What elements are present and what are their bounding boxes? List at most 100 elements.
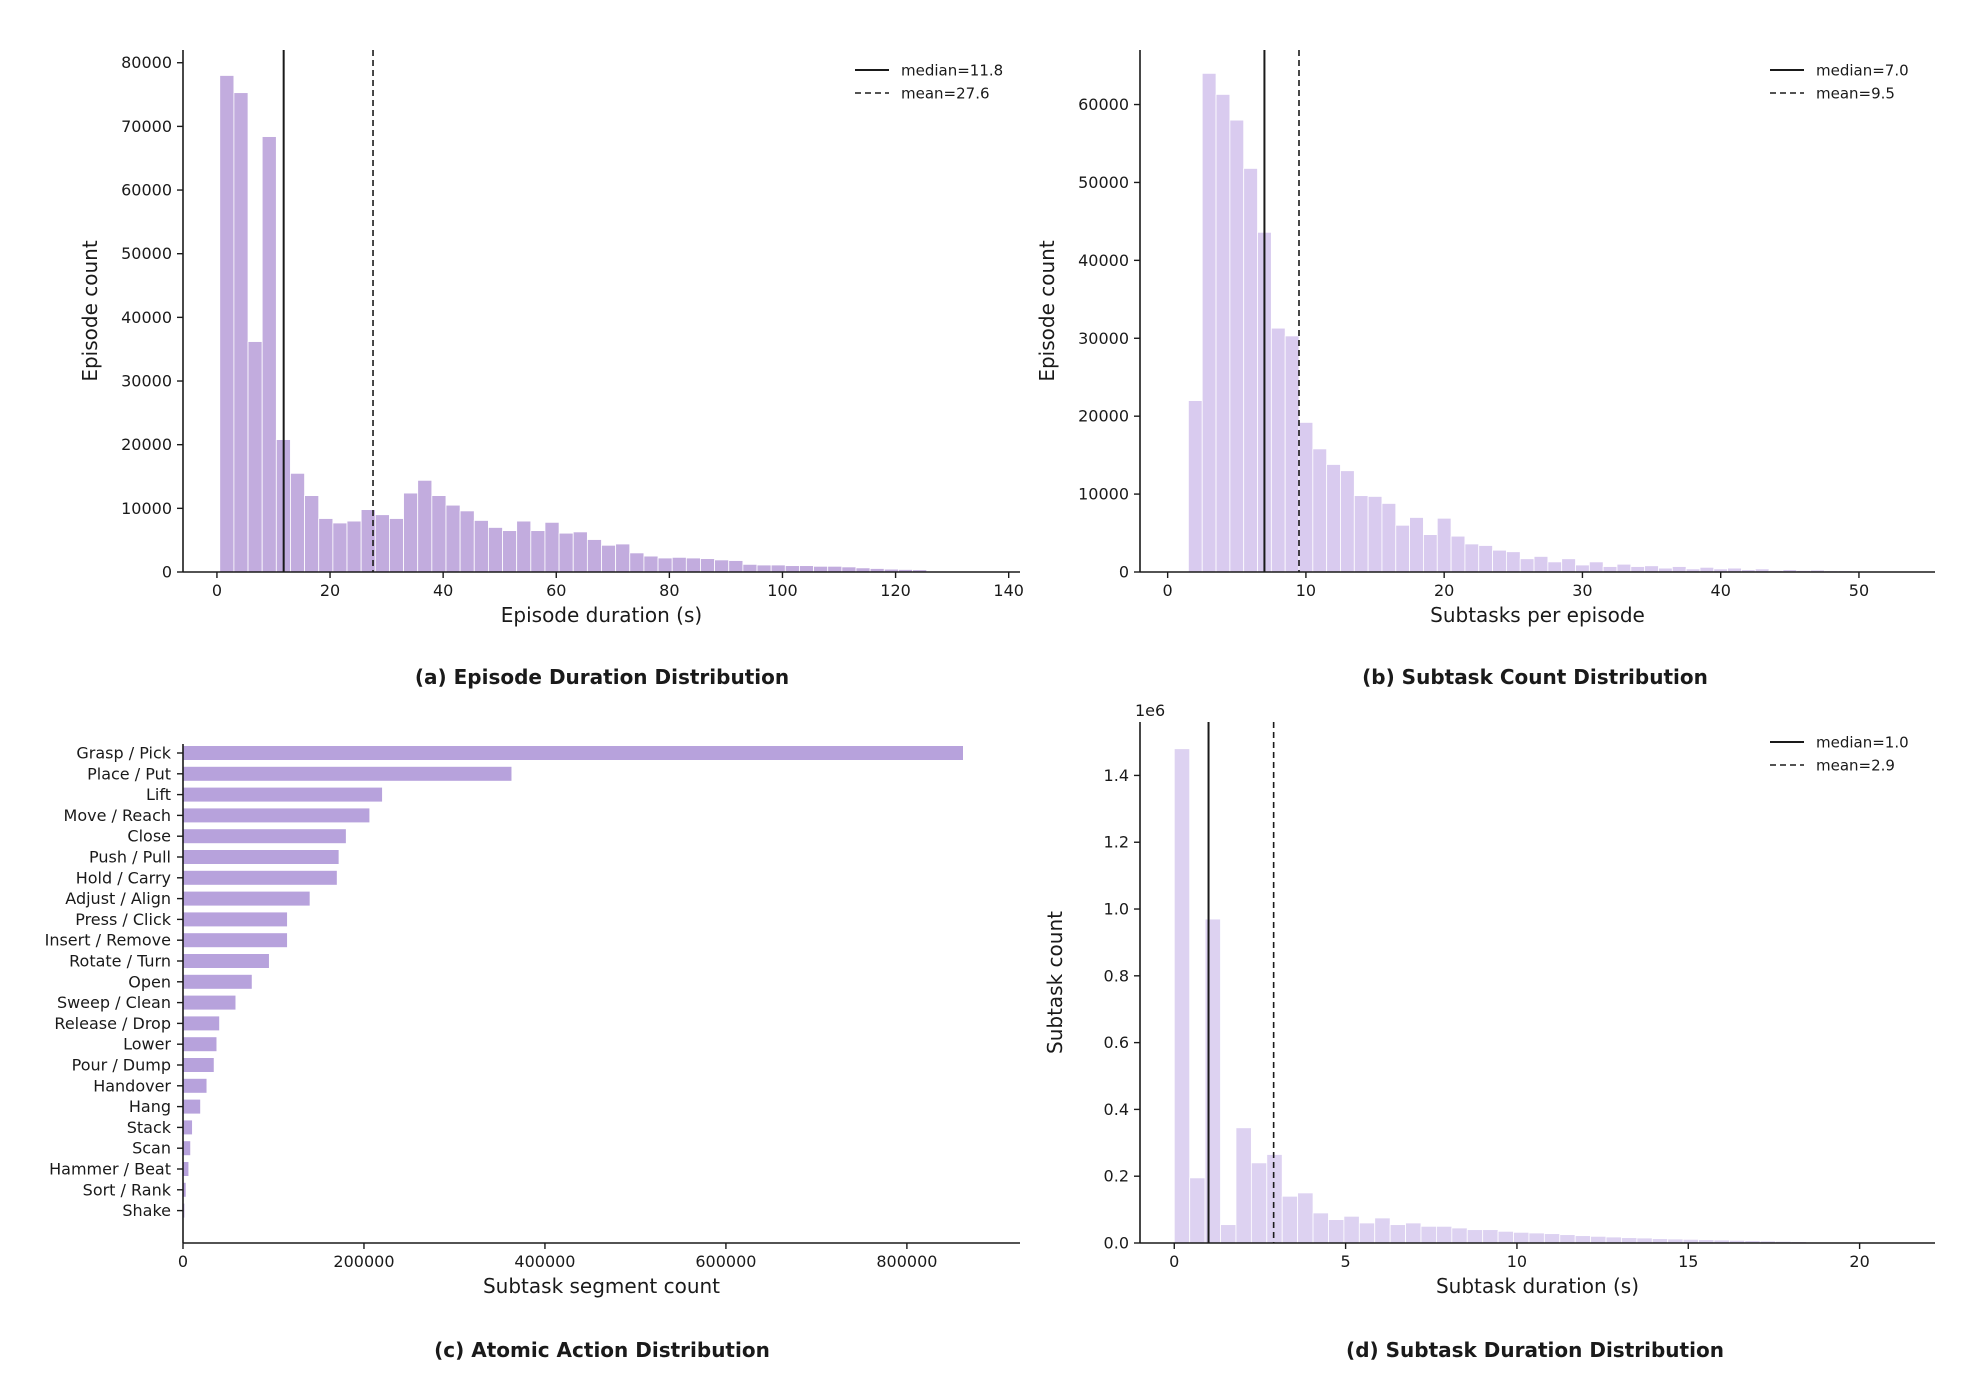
histogram-bar bbox=[502, 530, 518, 573]
category-label: Sort / Rank bbox=[83, 1180, 172, 1199]
histogram-bar bbox=[728, 560, 744, 573]
histogram-bar bbox=[756, 564, 772, 573]
category-label: Close bbox=[127, 827, 171, 846]
histogram-bar bbox=[700, 558, 716, 573]
histogram-bar bbox=[417, 479, 433, 573]
histogram-bar bbox=[1436, 517, 1452, 573]
histogram-bar bbox=[1243, 168, 1258, 573]
action-bar bbox=[183, 891, 310, 906]
histogram-bar bbox=[544, 521, 560, 573]
category-label: Move / Reach bbox=[64, 806, 171, 825]
histogram-bar bbox=[629, 552, 645, 573]
action-bar bbox=[183, 808, 370, 823]
histogram-bar bbox=[290, 472, 305, 573]
legend-mean-label-a: mean=27.6 bbox=[901, 85, 990, 103]
category-label: Shake bbox=[122, 1201, 171, 1220]
histogram-bar bbox=[1451, 1227, 1468, 1244]
histogram-bar bbox=[516, 520, 532, 573]
histogram-bar bbox=[1187, 400, 1203, 573]
histogram-bar bbox=[1297, 1192, 1314, 1244]
category-label: Adjust / Align bbox=[65, 889, 171, 908]
category-label: Place / Put bbox=[87, 764, 171, 783]
histogram-bar bbox=[657, 557, 673, 573]
y-tick-label-a: 80000 bbox=[121, 53, 172, 72]
histogram-bar bbox=[1574, 1235, 1592, 1244]
x-tick-label-a: 60 bbox=[546, 581, 566, 600]
y-tick-label-d: 0.2 bbox=[1104, 1167, 1129, 1186]
x-tick-label-b: 20 bbox=[1434, 581, 1454, 600]
y-tick-label-d: 0.8 bbox=[1104, 966, 1129, 985]
action-bar bbox=[183, 850, 339, 864]
histogram-bar bbox=[1395, 524, 1411, 573]
histogram-bar bbox=[1235, 1127, 1252, 1244]
y-tick-label-b: 10000 bbox=[1078, 485, 1129, 504]
y-tick-label-d: 1.0 bbox=[1104, 900, 1129, 919]
action-bar bbox=[183, 1037, 217, 1052]
histogram-bar bbox=[1466, 1229, 1484, 1244]
histogram-bar bbox=[1543, 1233, 1561, 1244]
histogram-bar bbox=[1409, 517, 1424, 573]
histogram-bar bbox=[233, 92, 249, 573]
legend-median-label-d: median=1.0 bbox=[1816, 734, 1909, 752]
histogram-bar bbox=[459, 510, 475, 573]
histogram-bar bbox=[346, 520, 362, 573]
histogram-bar bbox=[770, 564, 786, 573]
category-label: Scan bbox=[132, 1139, 171, 1158]
bars-a bbox=[219, 75, 928, 573]
category-label: Grasp / Pick bbox=[76, 744, 171, 763]
histogram-bar bbox=[827, 565, 843, 573]
x-tick-label-d: 10 bbox=[1507, 1252, 1527, 1271]
histogram-bar bbox=[1189, 1177, 1206, 1244]
histogram-bar bbox=[1201, 72, 1217, 573]
x-tick-label-a: 140 bbox=[993, 581, 1024, 600]
y-tick-label-d: 0.0 bbox=[1104, 1234, 1129, 1253]
histogram-bar bbox=[1519, 558, 1535, 573]
panel-caption-c: (c) Atomic Action Distribution bbox=[434, 1338, 770, 1362]
histogram-bar bbox=[1605, 1236, 1622, 1244]
y-tick-label-a: 10000 bbox=[121, 499, 172, 518]
histogram-bar bbox=[1284, 335, 1300, 573]
histogram-bar bbox=[586, 539, 602, 573]
histogram-bar bbox=[558, 532, 574, 573]
histogram-bar bbox=[403, 492, 419, 573]
category-label: Open bbox=[128, 972, 171, 991]
histogram-bar bbox=[1602, 566, 1618, 573]
action-bar bbox=[183, 912, 288, 927]
y-tick-label-d: 1.2 bbox=[1104, 833, 1129, 852]
action-bar bbox=[183, 1016, 220, 1031]
histogram-bar bbox=[1575, 564, 1590, 573]
action-bar bbox=[183, 933, 288, 948]
histogram-bar bbox=[1281, 1195, 1299, 1244]
y-tick-label-b: 50000 bbox=[1078, 173, 1129, 192]
histogram-bar bbox=[1374, 1217, 1391, 1244]
histogram-bar bbox=[1528, 1232, 1545, 1244]
action-bar bbox=[183, 1120, 193, 1135]
histogram-bar bbox=[742, 563, 758, 573]
histogram-bar bbox=[261, 136, 277, 573]
category-label: Press / Click bbox=[75, 910, 172, 929]
histogram-bar bbox=[1547, 561, 1563, 573]
y-tick-label-a: 20000 bbox=[121, 435, 172, 454]
histogram-bar bbox=[1513, 1231, 1530, 1244]
category-label: Sweep / Clean bbox=[57, 993, 171, 1012]
histogram-bar bbox=[1312, 1212, 1329, 1244]
histogram-bar bbox=[685, 557, 701, 573]
category-label: Stack bbox=[127, 1118, 172, 1137]
y-tick-label-d: 1.4 bbox=[1104, 766, 1129, 785]
y-tick-label-b: 20000 bbox=[1078, 407, 1129, 426]
action-bar bbox=[183, 1078, 207, 1093]
histogram-bar bbox=[799, 565, 814, 573]
action-bar bbox=[183, 746, 963, 760]
action-bar bbox=[183, 1182, 186, 1197]
histogram-bar bbox=[389, 518, 404, 573]
histogram-bar bbox=[813, 565, 829, 573]
histogram-bar bbox=[1492, 549, 1507, 573]
histogram-bar bbox=[1298, 422, 1314, 573]
histogram-bar bbox=[1420, 1225, 1437, 1244]
histogram-bar bbox=[1250, 1162, 1268, 1244]
histogram-bar bbox=[601, 544, 617, 573]
panel-d: median=1.0 mean=2.9 0 5 10 15 20 0.0 0.2 0.4 0.6 0.… bbox=[1043, 701, 1935, 1362]
bars-d bbox=[1173, 748, 1807, 1244]
category-label: Hang bbox=[129, 1097, 171, 1116]
